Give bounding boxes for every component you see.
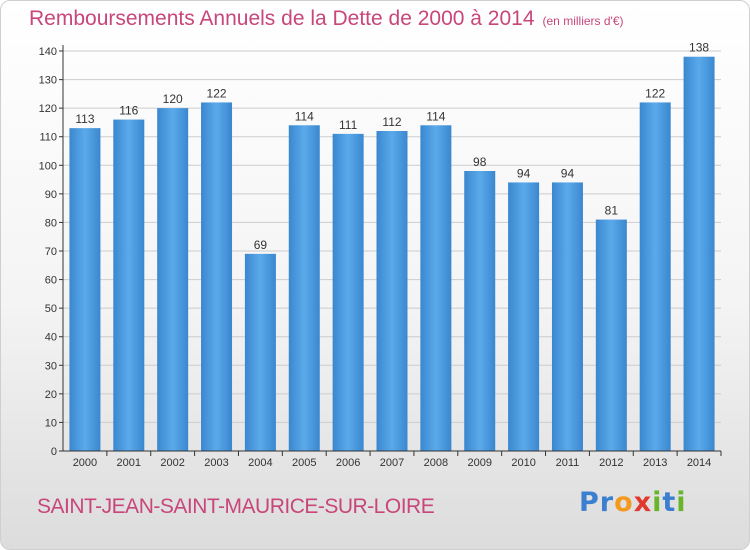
axes: 0 10 20 30 40 50 60 70 80 90 100 110 120 130 140 2000 20… xyxy=(39,45,722,469)
x-tick-label-2001: 2001 xyxy=(117,457,141,469)
logo-letter: P xyxy=(579,487,600,518)
x-tick-label-2000: 2000 xyxy=(73,457,97,469)
y-tick-label: 90 xyxy=(45,189,57,201)
data-label-2001: 116 xyxy=(119,104,138,118)
bar-2009 xyxy=(464,171,496,451)
bar-2003 xyxy=(201,102,233,451)
data-label-2000: 113 xyxy=(75,112,94,126)
logo-letter: x xyxy=(633,487,653,518)
bar-2012 xyxy=(595,219,627,451)
bar-2004 xyxy=(244,253,276,451)
bar-2013 xyxy=(639,102,671,451)
data-label-2005: 114 xyxy=(295,109,314,123)
bars: 113 116 120 122 69 114 111 112 114 98 94 94 81 122 138 xyxy=(69,41,715,452)
x-tick-label-2003: 2003 xyxy=(204,457,228,469)
bar-2006 xyxy=(332,133,364,451)
bar-2005 xyxy=(288,125,320,452)
chart-subtitle: (en milliers d'€) xyxy=(542,14,624,28)
x-tick-label-2014: 2014 xyxy=(687,457,711,469)
x-tick-label-2002: 2002 xyxy=(160,457,184,469)
x-tick-label-2007: 2007 xyxy=(380,457,404,469)
y-tick-label: 100 xyxy=(39,160,57,172)
y-tick-label: 40 xyxy=(45,332,57,344)
y-tick-label: 120 xyxy=(39,103,57,115)
data-label-2008: 114 xyxy=(426,109,445,123)
data-label-2009: 98 xyxy=(473,155,487,169)
y-tick-label: 10 xyxy=(45,417,57,429)
x-tick-label-2013: 2013 xyxy=(643,457,667,469)
data-label-2007: 112 xyxy=(382,115,401,129)
x-tick-label-2009: 2009 xyxy=(467,457,491,469)
y-tick-label: 80 xyxy=(45,217,57,229)
data-label-2014: 138 xyxy=(689,41,709,55)
data-label-2002: 120 xyxy=(163,92,183,106)
data-label-2010: 94 xyxy=(517,166,531,180)
data-label-2003: 122 xyxy=(207,86,227,100)
logo-letter: o xyxy=(614,487,634,518)
logo-letter: i xyxy=(676,487,687,518)
logo-letter: t xyxy=(662,487,677,518)
y-tick-label: 140 xyxy=(39,46,57,58)
bar-2011 xyxy=(551,182,583,451)
y-tick-label: 70 xyxy=(45,246,57,258)
data-label-2013: 122 xyxy=(645,86,665,100)
data-label-2011: 94 xyxy=(561,166,575,180)
x-tick-label-2005: 2005 xyxy=(292,457,316,469)
bar-2007 xyxy=(376,131,408,451)
y-tick-label: 130 xyxy=(39,75,57,87)
y-tick-label: 30 xyxy=(45,360,57,372)
data-label-2006: 111 xyxy=(339,118,358,132)
x-tick-label-2012: 2012 xyxy=(599,457,623,469)
x-tick-label-2006: 2006 xyxy=(336,457,360,469)
y-tick-label: 0 xyxy=(51,446,57,458)
data-label-2004: 69 xyxy=(254,238,268,252)
chart-title: Remboursements Annuels de la Dette de 20… xyxy=(29,7,624,31)
bar-2002 xyxy=(157,108,189,452)
y-tick-label: 50 xyxy=(45,303,57,315)
x-tick-label-2011: 2011 xyxy=(556,457,580,469)
bar-2001 xyxy=(113,119,145,452)
logo-letter: r xyxy=(599,487,615,518)
commune-name: SAINT-JEAN-SAINT-MAURICE-SUR-LOIRE xyxy=(37,495,435,518)
bar-2000 xyxy=(69,128,101,451)
bar-2014 xyxy=(683,56,715,451)
logo-letter: i xyxy=(652,487,663,518)
x-tick-label-2004: 2004 xyxy=(248,457,272,469)
x-tick-label-2010: 2010 xyxy=(511,457,535,469)
bar-2010 xyxy=(508,182,540,451)
bar-2008 xyxy=(420,125,452,452)
y-tick-label: 110 xyxy=(39,132,57,144)
data-label-2012: 81 xyxy=(605,204,619,218)
proxiti-logo: Proxiti xyxy=(579,487,687,518)
y-tick-label: 60 xyxy=(45,275,57,287)
x-tick-label-2008: 2008 xyxy=(424,457,448,469)
chart-title-text: Remboursements Annuels de la Dette de 20… xyxy=(29,7,535,30)
y-tick-label: 20 xyxy=(45,389,57,401)
